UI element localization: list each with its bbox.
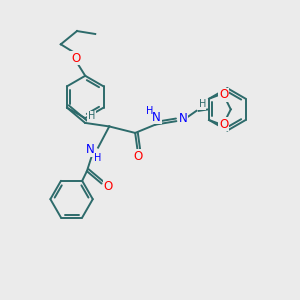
Text: H: H — [88, 111, 95, 122]
Text: N: N — [152, 111, 161, 124]
Text: N: N — [85, 143, 94, 157]
Text: O: O — [71, 52, 80, 64]
Text: H: H — [146, 106, 153, 116]
Text: H: H — [94, 153, 102, 163]
Text: N: N — [178, 112, 187, 125]
Text: O: O — [219, 118, 228, 130]
Text: O: O — [134, 150, 143, 163]
Text: O: O — [103, 180, 113, 193]
Text: O: O — [219, 88, 228, 101]
Text: H: H — [199, 99, 206, 110]
